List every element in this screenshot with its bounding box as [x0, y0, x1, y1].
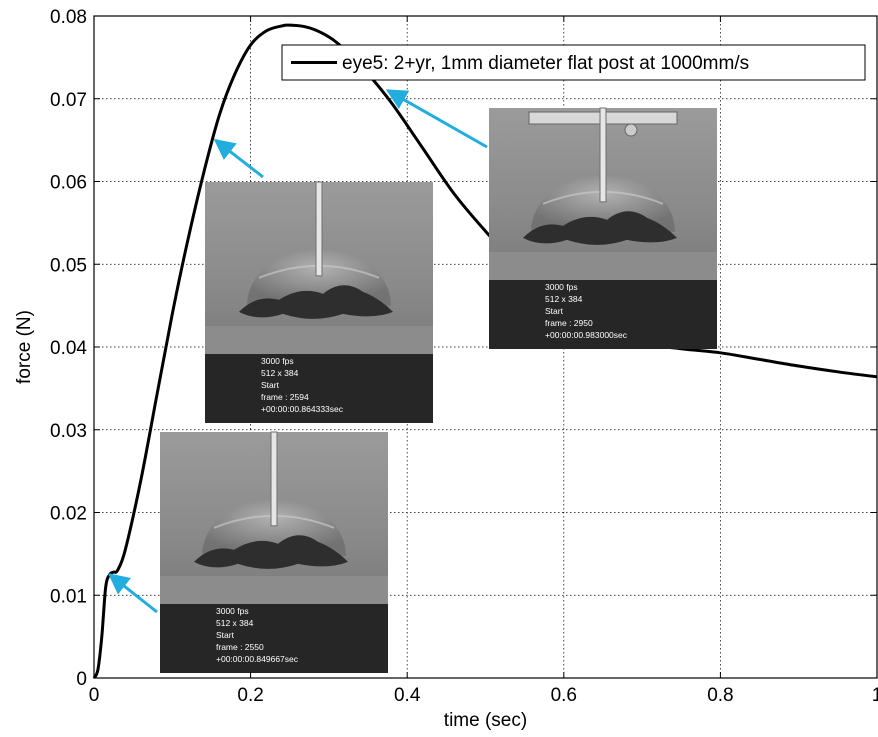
photo-ground [160, 576, 388, 604]
frame-info-line: 3000 fps [261, 356, 294, 366]
y-tick-label: 0.06 [50, 173, 87, 194]
droplet [624, 123, 638, 137]
frame-info-line: +00:00:00.849667sec [216, 654, 299, 664]
legend-entry: eye5: 2+yr, 1mm diameter flat post at 10… [342, 53, 749, 74]
legend-box [281, 44, 866, 81]
tissue-blob [239, 285, 393, 319]
frame-info-line: Start [216, 630, 235, 640]
frame-info-line: frame : 2950 [545, 318, 593, 328]
photo-ground [489, 252, 717, 280]
frame-info-line: +00:00:00.864333sec [261, 404, 344, 414]
y-tick-label: 0.03 [50, 421, 87, 442]
flat-post [599, 107, 607, 203]
frame-info-line: 512 x 384 [261, 368, 299, 378]
x-tick-label: 0.6 [551, 685, 577, 706]
flat-post [270, 431, 278, 527]
x-tick-label: 0.4 [394, 685, 421, 706]
frame-info-line: 512 x 384 [216, 618, 254, 628]
y-tick-label: 0.01 [50, 586, 87, 607]
frame-info-band [160, 604, 388, 673]
frame-info-band [489, 280, 717, 349]
y-tick-label: 0.07 [50, 90, 87, 111]
grid-lines [94, 16, 877, 678]
frame-info-line: +00:00:00.983000sec [545, 330, 628, 340]
inset-frame-2950: 3000 fps 512 x 384 Start frame : 2950 +00:00… [489, 107, 717, 349]
flat-post [315, 181, 323, 277]
inset-frame-2550: 3000 fps 512 x 384 Start frame : 2550 +00:00… [160, 431, 388, 673]
y-tick-label: 0.08 [50, 7, 87, 28]
photo-ground [205, 326, 433, 354]
x-tick-label: 0.2 [237, 685, 263, 706]
legend: eye5: 2+yr, 1mm diameter flat post at 10… [281, 44, 866, 81]
frame-info-line: 3000 fps [216, 606, 249, 616]
frame-info-line: 512 x 384 [545, 294, 583, 304]
y-axis-label: force (N) [14, 310, 35, 384]
frame-info-line: 3000 fps [545, 282, 578, 292]
frame-info-band [205, 354, 433, 423]
y-tick-label: 0.02 [50, 504, 87, 525]
x-axis-label: time (sec) [444, 710, 527, 731]
annotation-arrow [213, 138, 264, 179]
tick-labels: 0 0.2 0.4 0.6 0.8 1 0 0.01 0.02 0.03 0.04 0.05 0.06 0… [50, 7, 878, 706]
frame-info-line: frame : 2550 [216, 642, 264, 652]
tissue-blob [194, 535, 348, 569]
frame-insets: 3000 fps 512 x 384 Start frame : 2550 +00:00… [160, 107, 717, 673]
inset-frame-2594: 3000 fps 512 x 384 Start frame : 2594 +00:00… [205, 181, 433, 423]
annotation-arrow [108, 573, 158, 614]
annotation-arrow [385, 89, 488, 149]
x-tick-label: 0.8 [707, 685, 733, 706]
y-tick-label: 0.04 [50, 338, 87, 359]
tissue-blob [523, 211, 677, 245]
x-tick-label: 1 [872, 685, 878, 706]
annotation-arrows [108, 89, 488, 614]
y-tick-label: 0 [76, 669, 87, 690]
x-tick-label: 0 [89, 685, 100, 706]
y-tick-label: 0.05 [50, 255, 87, 276]
frame-info-line: frame : 2594 [261, 392, 309, 402]
frame-info-line: Start [545, 306, 564, 316]
frame-info-line: Start [261, 380, 280, 390]
